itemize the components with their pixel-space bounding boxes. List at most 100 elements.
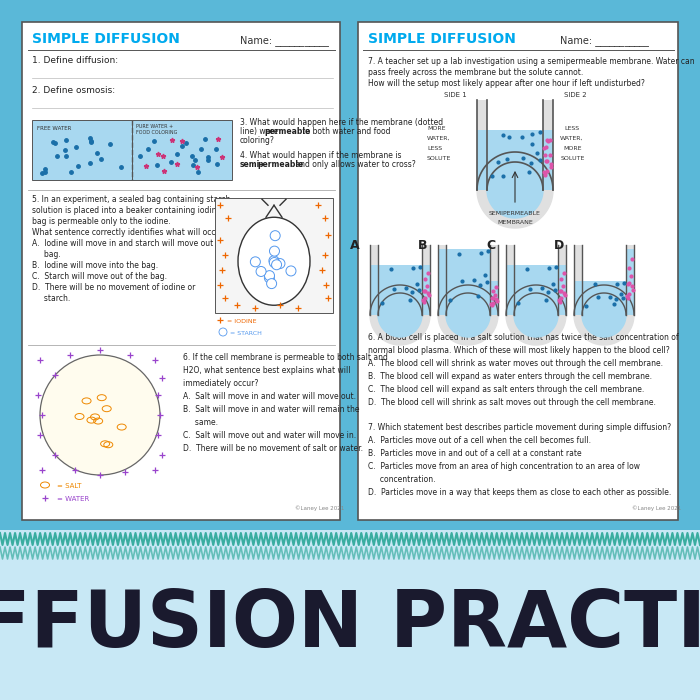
Text: FREE WATER: FREE WATER [37, 126, 71, 131]
Text: starch.: starch. [32, 294, 70, 303]
Text: = WATER: = WATER [57, 496, 90, 502]
Text: SIMPLE DIFFUSION: SIMPLE DIFFUSION [32, 32, 180, 46]
Text: 6. If the cell membrane is permeable to both salt and: 6. If the cell membrane is permeable to … [183, 353, 388, 362]
Text: B.  Iodine will move into the bag.: B. Iodine will move into the bag. [32, 261, 158, 270]
Circle shape [272, 260, 281, 270]
Text: ©Laney Lee 2021: ©Laney Lee 2021 [632, 505, 681, 511]
Bar [506, 265, 514, 315]
Bar [626, 249, 634, 315]
Text: bag is permeable only to the iodine.: bag is permeable only to the iodine. [32, 217, 171, 226]
Text: How will the setup most likely appear after one hour if left undisturbed?: How will the setup most likely appear af… [368, 79, 645, 88]
Text: SIDE 1: SIDE 1 [444, 92, 466, 98]
Bar [370, 265, 378, 315]
Circle shape [270, 258, 279, 267]
Text: = SALT: = SALT [57, 483, 81, 489]
Text: LESS: LESS [564, 126, 579, 131]
Bar [215, 198, 333, 313]
Text: DIFFUSION PRACTICE: DIFFUSION PRACTICE [0, 587, 700, 663]
Text: MORE: MORE [427, 126, 445, 131]
Bar [490, 245, 498, 315]
Text: A.  Particles move out of a cell when the cell becomes full.: A. Particles move out of a cell when the… [368, 436, 591, 445]
Circle shape [270, 231, 280, 241]
Polygon shape [514, 315, 558, 337]
Polygon shape [574, 315, 634, 345]
Text: 5. In an experiment, a sealed bag containing starch: 5. In an experiment, a sealed bag contai… [32, 195, 230, 204]
Text: semi-: semi- [240, 160, 263, 169]
Text: A.  Iodine will move in and starch will move out of the: A. Iodine will move in and starch will m… [32, 239, 238, 248]
Text: 7. Which statement best describes particle movement during simple diffusion?: 7. Which statement best describes partic… [368, 423, 671, 432]
Bar [558, 265, 566, 315]
Circle shape [251, 257, 260, 267]
Text: D.  There will be no movement of salt or water.: D. There will be no movement of salt or … [183, 444, 363, 453]
Text: SOLUTE: SOLUTE [427, 156, 452, 161]
Circle shape [40, 355, 160, 475]
Bar [574, 245, 582, 315]
Text: 4. What would happen if the membrane is: 4. What would happen if the membrane is [240, 151, 404, 160]
Text: H2O, what sentence best explains what will: H2O, what sentence best explains what wi… [183, 366, 351, 375]
Text: 2. Define osmosis:: 2. Define osmosis: [32, 86, 115, 95]
Text: A.  Salt will move in and water will move out.: A. Salt will move in and water will move… [183, 392, 356, 401]
Text: D: D [554, 239, 564, 252]
Text: MEMBRANE: MEMBRANE [497, 220, 533, 225]
Circle shape [265, 273, 274, 283]
Text: 1. Define diffusion:: 1. Define diffusion: [32, 56, 118, 65]
Bar [0, 530, 700, 700]
Text: 7. A teacher set up a lab investigation using a semipermeable membrane. Water ca: 7. A teacher set up a lab investigation … [368, 57, 694, 66]
Text: PURE WATER +: PURE WATER + [136, 124, 173, 129]
Bar [490, 281, 498, 315]
Text: concentration.: concentration. [368, 475, 435, 484]
Polygon shape [506, 315, 566, 345]
Polygon shape [487, 190, 543, 218]
Text: same.: same. [183, 418, 218, 427]
Text: C.  The blood cell will expand as salt enters through the cell membrane.: C. The blood cell will expand as salt en… [368, 385, 644, 394]
Polygon shape [370, 315, 430, 345]
Circle shape [270, 246, 279, 256]
Bar [438, 245, 446, 315]
Text: WATER,: WATER, [427, 136, 451, 141]
Text: C.  Particles move from an area of high concentration to an area of low: C. Particles move from an area of high c… [368, 462, 640, 471]
Text: A.  The blood cell will shrink as water moves out through the cell membrane.: A. The blood cell will shrink as water m… [368, 359, 663, 368]
Bar [32, 120, 132, 180]
Circle shape [286, 266, 296, 276]
Text: WATER,: WATER, [560, 136, 584, 141]
Text: 3. What would happen here if the membrane (dotted: 3. What would happen here if the membran… [240, 118, 443, 127]
Bar [477, 100, 487, 190]
Circle shape [256, 267, 266, 276]
Bar [574, 281, 582, 315]
Polygon shape [477, 190, 553, 228]
Bar [378, 265, 422, 315]
Circle shape [267, 279, 276, 288]
Text: B: B [418, 239, 428, 252]
Text: B.  The blood cell will expand as water enters through the cell membrane.: B. The blood cell will expand as water e… [368, 372, 652, 381]
Text: Name: ___________: Name: ___________ [560, 35, 649, 46]
Ellipse shape [238, 217, 310, 305]
Circle shape [269, 256, 279, 266]
Circle shape [265, 271, 274, 281]
Text: line) were: line) were [240, 127, 281, 136]
Text: C: C [486, 239, 495, 252]
Text: C.  Starch will move out of the bag.: C. Starch will move out of the bag. [32, 272, 167, 281]
Text: 6. A blood cell is placed in a salt solution that has twice the salt concentrati: 6. A blood cell is placed in a salt solu… [368, 333, 678, 342]
Text: SEMIPERMEABLE: SEMIPERMEABLE [489, 211, 541, 216]
Text: SIDE 2: SIDE 2 [564, 92, 587, 98]
Text: normal blood plasma. Which of these will most likely happen to the blood cell?: normal blood plasma. Which of these will… [368, 346, 670, 355]
Text: B.  Particles move in and out of a cell at a constant rate: B. Particles move in and out of a cell a… [368, 449, 582, 458]
Text: = STARCH: = STARCH [230, 331, 262, 336]
Bar [487, 130, 543, 190]
Text: FOOD COLORING: FOOD COLORING [136, 130, 177, 135]
Text: SOLUTE: SOLUTE [561, 156, 585, 161]
Text: C.  Salt will move out and water will move in.: C. Salt will move out and water will mov… [183, 431, 356, 440]
Text: D.  The blood cell will shrink as salt moves out through the cell membrane.: D. The blood cell will shrink as salt mo… [368, 398, 656, 407]
Bar [506, 245, 514, 315]
Text: B.  Salt will move in and water will remain the: B. Salt will move in and water will rema… [183, 405, 360, 414]
Bar [0, 0, 700, 530]
Bar [626, 245, 634, 315]
Text: D.  There will be no movement of iodine or: D. There will be no movement of iodine o… [32, 283, 195, 292]
Bar [370, 245, 378, 315]
Bar [543, 130, 553, 190]
Bar [438, 249, 446, 315]
Bar [358, 22, 678, 520]
Text: MORE: MORE [563, 146, 582, 151]
Bar [132, 120, 232, 180]
Text: A: A [350, 239, 360, 252]
